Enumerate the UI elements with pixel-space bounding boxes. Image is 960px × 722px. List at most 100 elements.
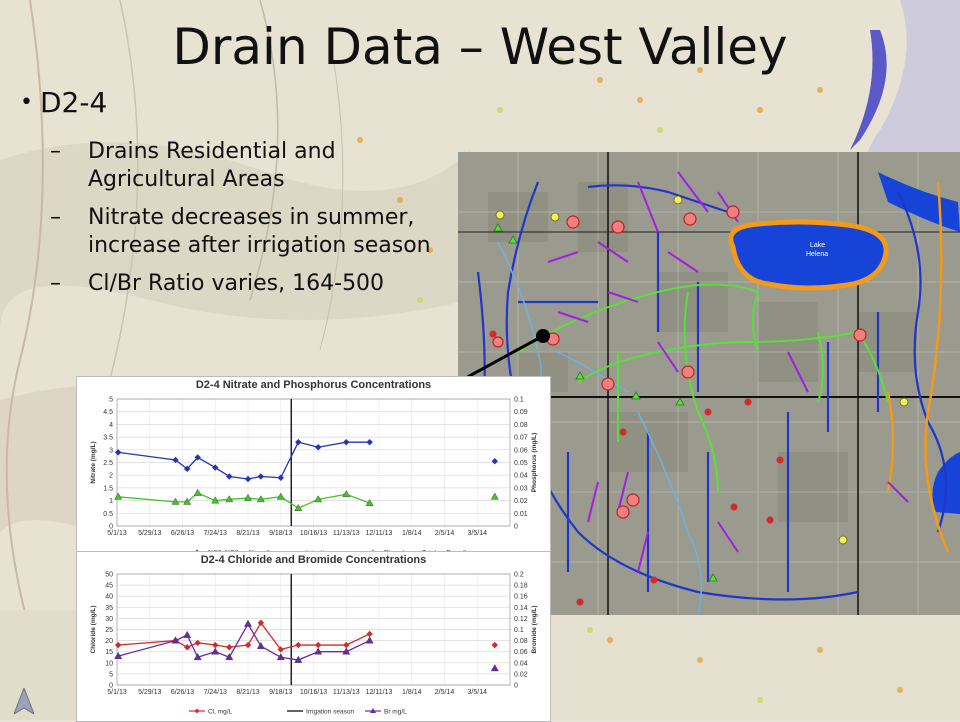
x-tick-label: 7/24/13	[204, 530, 227, 537]
y2-tick-label: 0.14	[514, 605, 528, 612]
sub-bullet-item: – Drains Residential and Agricultural Ar…	[50, 138, 460, 194]
legend-marker	[370, 708, 376, 713]
y-tick-label: 3.5	[103, 435, 113, 442]
y2-tick-label: 0.2	[514, 572, 524, 579]
x-tick-label: 8/21/13	[236, 530, 259, 537]
data-point	[314, 647, 323, 655]
chart-title: D2-4 Chloride and Bromide Concentrations	[201, 554, 427, 566]
data-point	[183, 630, 192, 638]
y-tick-label: 20	[105, 638, 113, 645]
data-point	[295, 641, 302, 649]
data-point	[244, 493, 252, 501]
y-tick-label: 35	[105, 605, 113, 612]
y2-tick-label: 0.08	[514, 422, 528, 429]
y2-tick-label: 0.09	[514, 409, 528, 416]
data-point	[244, 619, 252, 627]
y-tick-label: 5	[109, 671, 113, 678]
y2-axis-label: Bromide (mg/L)	[531, 605, 538, 653]
y-tick-label: 2	[109, 473, 113, 480]
legend-label: Irrigation season	[306, 708, 354, 715]
y-tick-label: 0	[109, 524, 113, 531]
data-point	[114, 492, 123, 500]
y-tick-label: 1	[109, 498, 113, 505]
data-point	[276, 492, 285, 500]
data-point	[244, 475, 252, 483]
y2-tick-label: 0	[514, 524, 518, 531]
legend-label: Cl, mg/L	[208, 708, 233, 715]
sub-bullet-text: Nitrate decreases in summer, increase af…	[88, 205, 431, 258]
y-tick-label: 1.5	[103, 485, 113, 492]
y-tick-label: 25	[105, 627, 113, 634]
x-tick-label: 2/5/14	[435, 530, 455, 537]
x-tick-label: 1/8/14	[402, 530, 422, 537]
y-tick-label: 4	[109, 422, 113, 429]
chart-svg: D2-4 Nitrate and Phosphorus Concentratio…	[90, 379, 538, 556]
y2-tick-label: 0.1	[514, 397, 524, 404]
bullet-list: • D2-4 – Drains Residential and Agricult…	[20, 86, 460, 308]
x-tick-label: 10/16/13	[300, 689, 327, 696]
y2-tick-label: 0.06	[514, 649, 528, 656]
x-tick-label: 10/16/13	[300, 530, 327, 537]
data-point	[171, 636, 180, 644]
chloride-bromide-chart: D2-4 Chloride and Bromide Concentrations…	[76, 551, 551, 722]
map-label: Lake	[810, 242, 825, 249]
data-point	[257, 473, 265, 480]
data-point	[257, 619, 265, 627]
data-point	[276, 653, 285, 661]
data-point	[365, 498, 374, 506]
x-tick-label: 6/26/13	[171, 530, 194, 537]
y2-tick-label: 0.1	[514, 627, 524, 634]
data-point	[225, 495, 234, 503]
data-point	[366, 630, 373, 638]
y2-axis-label: Phosphorus (mg/L)	[531, 433, 538, 493]
y-tick-label: 10	[105, 660, 113, 667]
data-point	[225, 653, 234, 661]
y2-tick-label: 0.02	[514, 498, 528, 505]
data-point	[294, 504, 303, 512]
y2-tick-label: 0.04	[514, 660, 528, 667]
slide-title: Drain Data – West Valley	[172, 18, 788, 76]
data-point	[183, 465, 191, 473]
plot-area	[116, 398, 511, 527]
chart-svg: D2-4 Chloride and Bromide Concentrations…	[90, 554, 538, 715]
data-point	[342, 647, 351, 655]
map-label: Helena	[806, 251, 828, 258]
y2-tick-label: 0.04	[514, 473, 528, 480]
y-tick-label: 0.5	[103, 511, 113, 518]
x-tick-label: 2/5/14	[435, 689, 455, 696]
y-axis-label: Nitrate (mg/L)	[90, 441, 97, 483]
data-point	[183, 497, 192, 505]
data-point	[294, 655, 303, 663]
nitrate-phosphorus-chart: D2-4 Nitrate and Phosphorus Concentratio…	[76, 376, 551, 563]
data-point	[490, 492, 499, 500]
dash-icon: –	[50, 139, 61, 164]
y-tick-label: 2.5	[103, 460, 113, 467]
y-axis-label: Chloride (mg/L)	[90, 605, 97, 653]
x-tick-label: 12/11/13	[366, 689, 393, 696]
data-point	[256, 495, 265, 503]
x-tick-label: 9/18/13	[269, 689, 292, 696]
data-point	[114, 449, 122, 456]
legend-marker	[194, 708, 200, 714]
data-point	[212, 464, 219, 471]
x-tick-label: 12/11/13	[366, 530, 393, 537]
data-point	[491, 641, 498, 649]
y2-tick-label: 0.01	[514, 511, 528, 518]
data-point	[193, 653, 202, 661]
north-arrow-icon	[14, 688, 34, 714]
y-tick-label: 4.5	[103, 409, 113, 416]
data-point	[295, 438, 302, 446]
data-point	[226, 644, 233, 651]
data-point	[171, 497, 180, 505]
x-tick-label: 8/21/13	[236, 689, 259, 696]
y-tick-label: 0	[109, 683, 113, 690]
data-point	[342, 490, 351, 498]
data-point	[183, 644, 191, 651]
data-point	[256, 641, 265, 649]
plot-area	[116, 573, 511, 686]
y-tick-label: 5	[109, 397, 113, 404]
data-point	[194, 454, 201, 461]
y2-tick-label: 0.05	[514, 460, 528, 467]
y-tick-label: 40	[105, 594, 113, 601]
data-point	[314, 444, 322, 451]
